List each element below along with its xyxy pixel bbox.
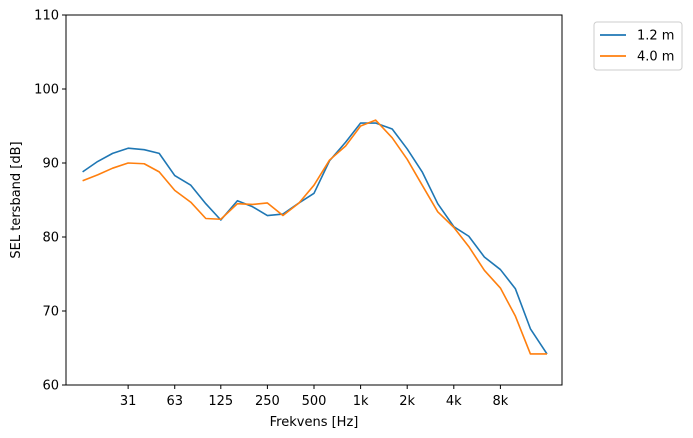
y-tick-label: 110	[34, 9, 59, 24]
x-tick-label: 125	[208, 394, 233, 409]
legend-label-1: 1.2 m	[637, 29, 674, 44]
y-tick-label: 90	[42, 157, 59, 172]
series-line-2	[82, 119, 547, 355]
series-line-1	[82, 122, 548, 355]
x-tick-label: 63	[166, 394, 183, 409]
x-tick-label: 250	[255, 394, 280, 409]
y-tick-label: 80	[42, 231, 59, 246]
x-axis-label: Frekvens [Hz]	[270, 415, 359, 430]
legend-box	[593, 21, 683, 71]
x-tick-label: 8k	[492, 394, 508, 409]
y-tick-label: 70	[42, 305, 59, 320]
y-axis-label: SEL tersband [dB]	[9, 141, 24, 258]
y-tick-label: 60	[42, 379, 59, 394]
x-axis: 31 63 125 250 500 1k 2k 4k 8k	[120, 385, 509, 409]
legend: 1.2 m 4.0 m	[593, 21, 683, 71]
x-tick-label: 2k	[399, 394, 415, 409]
x-tick-label: 1k	[353, 394, 369, 409]
legend-label-2: 4.0 m	[637, 50, 674, 65]
x-tick-label: 500	[302, 394, 327, 409]
plot-frame	[65, 14, 563, 386]
x-tick-label: 31	[120, 394, 137, 409]
y-axis: 60 70 80 90 100 110	[34, 9, 66, 394]
y-tick-label: 100	[34, 83, 59, 98]
plot-area	[82, 119, 548, 355]
x-tick-label: 4k	[446, 394, 462, 409]
